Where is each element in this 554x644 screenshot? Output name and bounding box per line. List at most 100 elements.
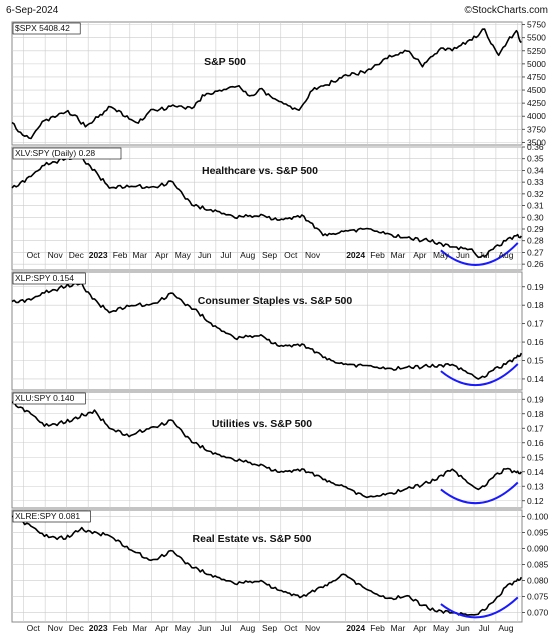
x-tick-label: May xyxy=(433,250,450,260)
y-tick-label: 0.19 xyxy=(527,282,544,292)
x-tick-label: Nov xyxy=(48,250,64,260)
x-tick-label: Apr xyxy=(155,623,168,633)
x-tick-label: 2024 xyxy=(346,250,365,260)
y-tick-label: 0.13 xyxy=(527,481,544,491)
highlight-arc xyxy=(440,363,519,386)
y-tick-label: 0.18 xyxy=(527,300,544,310)
x-tick-label: Mar xyxy=(391,623,406,633)
y-tick-label: 0.35 xyxy=(527,154,544,164)
legend-box xyxy=(12,147,122,160)
x-tick-label: May xyxy=(175,250,192,260)
x-tick-label: Jul xyxy=(220,623,231,633)
panel-4: 0.12 0.13 0.14 0.15 0.16 0.17 0.18 0.19 XLU:SPY … xyxy=(11,391,544,509)
x-tick-label: 2023 xyxy=(89,623,108,633)
x-tick-label: May xyxy=(175,623,192,633)
x-tick-label: Mar xyxy=(391,250,406,260)
legend-label: XLV:SPY (Daily) 0.28 xyxy=(15,148,95,158)
x-tick-label: Mar xyxy=(132,250,147,260)
series-line xyxy=(11,28,522,140)
y-tick-label: 0.36 xyxy=(527,142,544,152)
x-tick-label: Feb xyxy=(370,250,385,260)
panel-title: Healthcare vs. S&P 500 xyxy=(202,165,318,177)
x-tick-label: Mar xyxy=(132,623,147,633)
series-line xyxy=(11,515,523,616)
y-tick-label: 0.15 xyxy=(527,356,544,366)
y-tick-label: 0.075 xyxy=(527,591,549,601)
series-line xyxy=(11,155,522,259)
x-tick-label: Nov xyxy=(305,250,321,260)
x-tick-label: Aug xyxy=(498,250,513,260)
panel-5: 0.070 0.075 0.080 0.085 0.090 0.095 0.100 XLRE:… xyxy=(11,509,549,623)
y-tick-label: 5000 xyxy=(527,59,546,69)
x-tick-label: Jun xyxy=(198,623,212,633)
y-tick-label: 0.14 xyxy=(527,467,544,477)
x-tick-label: Oct xyxy=(284,623,298,633)
legend-label: XLRE:SPY 0.081 xyxy=(15,511,80,521)
x-tick-label: Jun xyxy=(456,250,470,260)
y-tick-label: 4750 xyxy=(527,72,546,82)
x-tick-label: Jun xyxy=(198,250,212,260)
x-tick-label: 2024 xyxy=(346,623,365,633)
x-tick-label: Nov xyxy=(305,623,321,633)
panel-frame xyxy=(11,391,523,509)
highlight-arc xyxy=(440,242,519,266)
brand-label: ©StockCharts.com xyxy=(464,5,548,16)
legend-box xyxy=(12,510,91,523)
panel-title: S&P 500 xyxy=(204,56,246,68)
y-tick-label: 5750 xyxy=(527,20,546,30)
x-tick-label: Feb xyxy=(370,623,385,633)
y-tick-label: 0.26 xyxy=(527,259,544,269)
highlight-arc xyxy=(440,481,519,505)
x-tick-label: Aug xyxy=(240,623,255,633)
panel-frame xyxy=(11,271,523,391)
y-tick-label: 0.31 xyxy=(527,201,544,211)
y-tick-label: 0.12 xyxy=(527,496,544,506)
y-tick-label: 0.30 xyxy=(527,212,544,222)
x-tick-label: Oct xyxy=(27,250,41,260)
legend-box xyxy=(12,272,86,285)
legend-box xyxy=(12,22,81,35)
x-tick-label: 2023 xyxy=(89,250,108,260)
y-tick-label: 0.17 xyxy=(527,423,544,433)
date-label: 6-Sep-2024 xyxy=(6,5,59,16)
x-tick-label: Oct xyxy=(27,623,41,633)
legend-box xyxy=(12,392,86,405)
x-tick-label: Jul xyxy=(479,250,490,260)
panel-title: Real Estate vs. S&P 500 xyxy=(193,533,312,545)
x-tick-label: Dec xyxy=(69,250,85,260)
x-axis-1: Oct Nov Dec 2023 Feb Mar Apr May Jun Jul Aug Sep Oct… xyxy=(27,250,514,260)
y-tick-label: 0.17 xyxy=(527,319,544,329)
y-tick-label: 0.33 xyxy=(527,177,544,187)
y-tick-label: 0.070 xyxy=(527,607,549,617)
panel-frame xyxy=(11,146,523,271)
panel-3: 0.14 0.15 0.16 0.17 0.18 0.19 XLP:SPY 0.154 Con… xyxy=(11,271,544,391)
y-tick-label: 0.34 xyxy=(527,165,544,175)
legend-label: $SPX 5408.42 xyxy=(15,23,70,33)
y-tick-label: 0.16 xyxy=(527,438,544,448)
highlight-arc xyxy=(440,596,519,619)
x-tick-label: Nov xyxy=(48,623,64,633)
y-tick-label: 0.29 xyxy=(527,224,544,234)
x-tick-label: Feb xyxy=(113,623,128,633)
x-tick-label: Jul xyxy=(220,250,231,260)
x-tick-label: Jun xyxy=(456,623,470,633)
y-tick-label: 3750 xyxy=(527,124,546,134)
y-tick-label: 0.14 xyxy=(527,374,544,384)
x-tick-label: Apr xyxy=(413,250,426,260)
x-tick-label: Apr xyxy=(413,623,426,633)
x-tick-label: Aug xyxy=(498,623,513,633)
panel-frame xyxy=(11,21,523,146)
y-tick-label: 0.19 xyxy=(527,394,544,404)
y-tick-label: 0.28 xyxy=(527,236,544,246)
legend-label: XLP:SPY 0.154 xyxy=(15,273,74,283)
panel-title: Consumer Staples vs. S&P 500 xyxy=(198,295,353,307)
panel-1: 3500 3750 4000 4250 4500 4750 5000 5250 5500 5750… xyxy=(11,20,546,147)
y-tick-label: 0.095 xyxy=(527,527,549,537)
y-tick-label: 0.090 xyxy=(527,543,549,553)
panel-title: Utilities vs. S&P 500 xyxy=(212,418,312,430)
y-tick-label: 5250 xyxy=(527,46,546,56)
y-tick-label: 0.080 xyxy=(527,575,549,585)
y-tick-label: 4000 xyxy=(527,111,546,121)
x-tick-label: Sep xyxy=(262,623,277,633)
